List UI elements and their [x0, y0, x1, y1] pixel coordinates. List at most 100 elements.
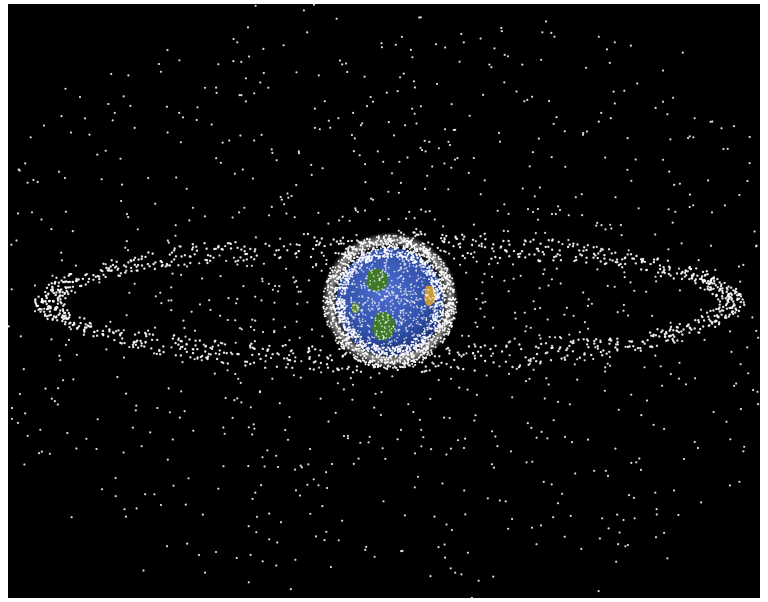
debris-dot — [747, 372, 750, 375]
debris-dot — [346, 275, 348, 277]
debris-dot — [285, 357, 289, 360]
debris-dot — [374, 319, 377, 322]
debris-dot — [100, 488, 104, 491]
debris-dot — [485, 374, 488, 377]
debris-dot — [127, 74, 130, 77]
debris-dot — [413, 86, 416, 89]
debris-dot — [380, 391, 383, 394]
debris-dot — [261, 347, 264, 351]
debris-dot — [368, 330, 370, 332]
debris-dot — [538, 334, 541, 337]
debris-dot — [341, 318, 344, 321]
debris-dot — [154, 261, 157, 264]
debris-dot — [378, 347, 380, 350]
debris-dot — [57, 281, 61, 284]
debris-dot — [249, 553, 252, 557]
debris-dot — [416, 248, 419, 251]
debris-dot — [128, 291, 131, 294]
debris-dot — [531, 151, 535, 154]
debris-dot — [380, 299, 383, 302]
debris-dot — [408, 275, 411, 278]
debris-dot — [517, 255, 520, 258]
debris-dot — [359, 360, 362, 363]
debris-dot — [552, 516, 555, 519]
debris-dot — [404, 361, 407, 364]
debris-dot — [168, 411, 171, 414]
debris-dot — [116, 375, 119, 379]
debris-dot — [111, 119, 114, 122]
debris-dot — [404, 240, 406, 243]
debris-dot — [542, 480, 545, 483]
debris-dot — [361, 263, 364, 266]
debris-dot — [275, 365, 279, 368]
debris-dot — [347, 347, 350, 350]
debris-dot — [492, 575, 495, 578]
debris-dot — [174, 224, 177, 227]
debris-dot — [416, 320, 419, 323]
debris-dot — [502, 229, 505, 232]
debris-dot — [713, 279, 716, 283]
debris-dot — [345, 283, 348, 286]
debris-dot — [692, 136, 695, 139]
debris-dot — [340, 277, 343, 280]
debris-dot — [396, 238, 399, 241]
debris-dot — [371, 298, 373, 300]
debris-dot — [372, 275, 375, 278]
debris-dot — [98, 277, 101, 281]
debris-dot — [335, 301, 338, 303]
debris-dot — [703, 338, 706, 341]
debris-dot — [435, 266, 438, 269]
debris-dot — [368, 268, 371, 270]
debris-dot — [640, 268, 643, 271]
debris-dot — [401, 239, 404, 242]
debris-dot — [380, 360, 383, 363]
debris-dot — [92, 335, 95, 338]
debris-dot — [358, 317, 361, 320]
debris-dot — [445, 362, 448, 366]
debris-dot — [615, 560, 618, 563]
debris-dot — [339, 328, 341, 330]
debris-dot — [358, 301, 361, 304]
debris-dot — [508, 354, 511, 357]
debris-dot — [402, 352, 405, 355]
debris-dot — [132, 341, 136, 344]
debris-dot — [461, 233, 464, 236]
debris-dot — [604, 366, 607, 369]
debris-dot — [405, 292, 407, 294]
debris-dot — [411, 107, 414, 110]
debris-dot — [380, 42, 383, 45]
debris-dot — [267, 86, 270, 89]
debris-dot — [717, 323, 721, 326]
debris-dot — [164, 265, 167, 268]
debris-dot — [275, 249, 278, 252]
debris-dot — [425, 272, 428, 275]
debris-dot — [432, 318, 435, 321]
debris-dot — [60, 115, 63, 118]
debris-dot — [352, 150, 355, 153]
debris-dot — [728, 330, 732, 333]
debris-dot — [361, 320, 364, 323]
debris-dot — [334, 297, 337, 300]
debris-dot — [427, 288, 430, 291]
debris-dot — [251, 433, 254, 436]
debris-dot — [69, 131, 73, 134]
debris-dot — [312, 361, 316, 364]
debris-dot — [343, 320, 346, 323]
debris-dot — [405, 267, 408, 269]
debris-dot — [368, 258, 371, 261]
debris-dot — [339, 330, 342, 333]
debris-dot — [427, 347, 429, 349]
debris-dot — [327, 420, 330, 423]
debris-dot — [479, 346, 482, 349]
debris-dot — [386, 249, 389, 252]
debris-dot — [604, 469, 607, 472]
debris-dot — [384, 295, 386, 298]
debris-dot — [366, 353, 369, 356]
debris-dot — [137, 346, 140, 349]
debris-dot — [372, 243, 375, 246]
debris-dot — [359, 284, 362, 286]
debris-dot — [608, 258, 612, 261]
debris-dot — [307, 463, 310, 466]
debris-dot — [346, 437, 350, 440]
debris-dot — [674, 210, 677, 213]
